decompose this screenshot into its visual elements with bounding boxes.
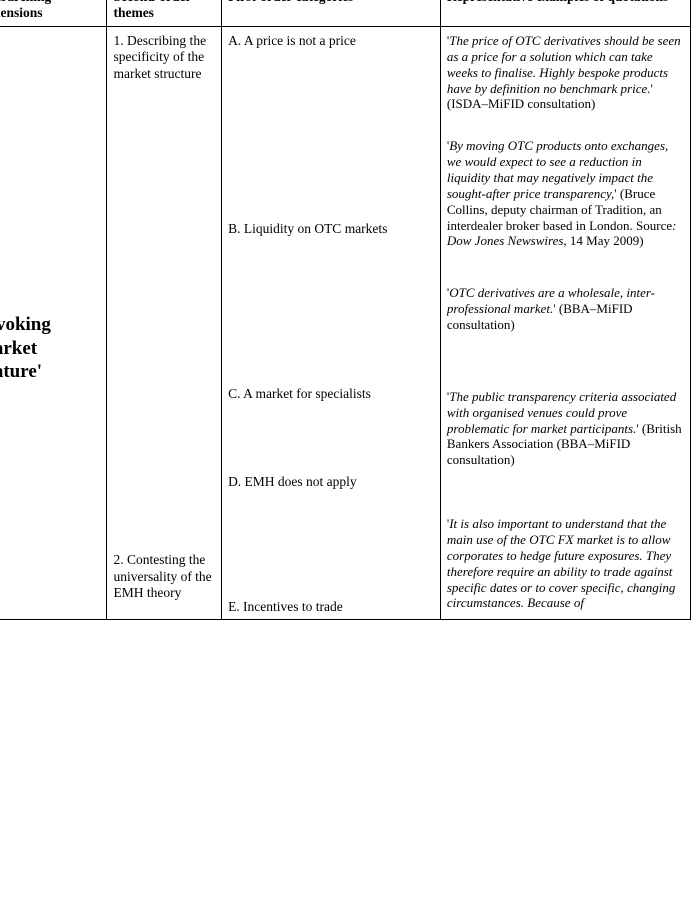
quote-2: 'By moving OTC products onto exchanges, … xyxy=(447,138,684,249)
header-themes: Second-order themes xyxy=(107,0,222,26)
table-row: Invoking market 'nature' 1. Describing t… xyxy=(0,26,691,619)
quote-2-source-c: , 14 May 2009) xyxy=(563,233,643,248)
quotes-cell: 'The price of OTC derivatives should be … xyxy=(440,26,690,619)
themes-cell: 1. Describing the specificity of the mar… xyxy=(107,26,222,619)
header-categories: First-order categories xyxy=(222,0,441,26)
quote-1: 'The price of OTC derivatives should be … xyxy=(447,33,684,112)
quote-5: 'It is also important to understand that… xyxy=(447,516,684,611)
quote-4: 'The public transparency criteria associ… xyxy=(447,389,684,468)
categories-cell: A. A price is not a price B. Liquidity o… xyxy=(222,26,441,619)
dimension-line2: market xyxy=(0,338,37,359)
dimension-line3: 'nature' xyxy=(0,361,42,382)
header-dimensions: Overarching dimensions xyxy=(0,0,107,26)
dimension-line1: Invoking xyxy=(0,314,51,335)
theme-2: 2. Contesting the universality of the EM… xyxy=(113,552,215,601)
header-row: Overarching dimensions Second-order them… xyxy=(0,0,691,26)
category-b: B. Liquidity on OTC markets xyxy=(228,221,434,237)
dimension-cell: Invoking market 'nature' xyxy=(0,26,107,619)
data-structure-table: Overarching dimensions Second-order them… xyxy=(0,0,691,620)
page: Overarching dimensions Second-order them… xyxy=(0,0,691,924)
quote-3: 'OTC derivatives are a wholesale, inter-… xyxy=(447,285,684,333)
category-c: C. A market for specialists xyxy=(228,386,434,402)
quote-5-text: It is also important to understand that … xyxy=(447,516,676,610)
dimension-title: Invoking market 'nature' xyxy=(0,33,100,384)
header-quotes: Representative examples of quotations xyxy=(440,0,690,26)
category-a: A. A price is not a price xyxy=(228,33,434,49)
category-d: D. EMH does not apply xyxy=(228,474,434,490)
theme-1: 1. Describing the specificity of the mar… xyxy=(113,33,215,82)
quote-1-text: The price of OTC derivatives should be s… xyxy=(447,33,681,96)
category-e: E. Incentives to trade xyxy=(228,599,434,615)
